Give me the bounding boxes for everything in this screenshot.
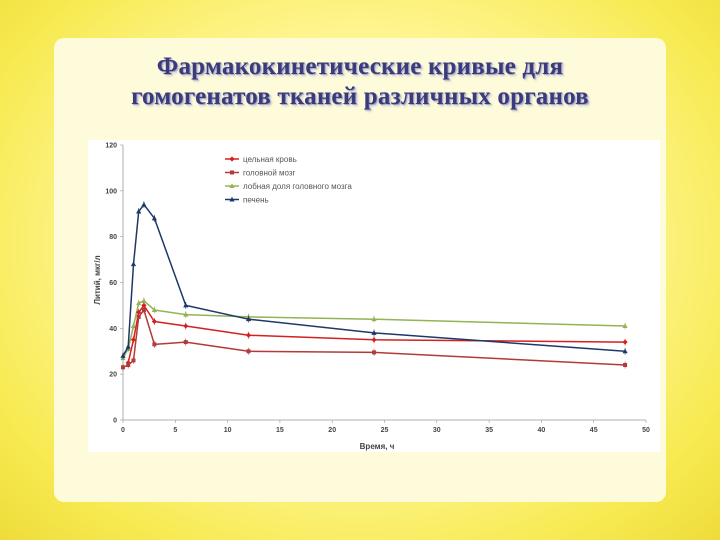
data-point	[622, 323, 628, 329]
data-point	[141, 298, 147, 303]
data-point	[245, 316, 252, 322]
x-tick-label: 10	[224, 427, 232, 434]
data-point	[245, 332, 252, 338]
x-tick-label: 0	[121, 427, 125, 434]
x-tick-label: 25	[381, 427, 389, 434]
data-point	[130, 323, 137, 329]
data-point	[126, 363, 131, 367]
y-tick-label: 0	[113, 418, 117, 425]
legend-label: лобная доля головного мозга	[243, 182, 352, 191]
legend-label: цельная кровь	[243, 155, 297, 164]
series-line	[122, 309, 626, 368]
series-line	[122, 203, 626, 357]
series-4	[120, 201, 628, 360]
x-tick-label: 20	[328, 427, 336, 434]
y-tick-label: 120	[105, 143, 117, 150]
data-point	[229, 156, 235, 162]
series-1	[125, 301, 628, 367]
x-tick-label: 5	[173, 427, 177, 434]
x-tick-label: 35	[485, 427, 493, 434]
legend-label: печень	[243, 196, 269, 205]
series-line	[122, 300, 626, 359]
data-point	[136, 300, 142, 306]
data-point	[622, 339, 628, 345]
data-point	[141, 201, 147, 207]
data-point	[136, 208, 142, 214]
data-point	[125, 343, 131, 349]
data-point	[183, 311, 189, 317]
y-tick-label: 20	[109, 372, 117, 379]
x-tick-label: 50	[642, 427, 650, 434]
pharmacokinetic-chart: 0 20 40 60 80 100 120 0 5 10 15 20 25 30 35 40 45 50 цел…	[93, 143, 650, 452]
data-point	[371, 316, 377, 322]
y-tick-label: 100	[105, 188, 117, 195]
data-point	[136, 314, 141, 319]
data-point	[120, 353, 126, 358]
data-point	[131, 358, 136, 363]
y-tick-label: 40	[109, 326, 117, 333]
data-point	[246, 349, 251, 354]
x-tick-label: 30	[433, 427, 441, 434]
data-point	[229, 196, 235, 202]
data-point	[152, 342, 157, 347]
data-point	[151, 215, 157, 221]
series-group	[120, 201, 628, 371]
data-point	[230, 170, 234, 175]
chart-area: 0 20 40 60 80 100 120 0 5 10 15 20 25 30 35 40 45 50 цел…	[88, 140, 660, 452]
x-tick-label: 45	[590, 427, 598, 434]
data-point	[623, 363, 628, 367]
data-point	[622, 348, 628, 354]
series-line	[127, 304, 626, 363]
legend-label: головной мозг	[243, 169, 296, 178]
data-point	[183, 323, 189, 329]
x-axis-label: Время, ч	[360, 442, 395, 451]
x-tick-label: 15	[276, 427, 284, 434]
data-point	[371, 330, 377, 335]
y-tick-label: 60	[109, 280, 117, 287]
y-tick-label: 80	[109, 234, 117, 241]
data-point	[130, 261, 137, 267]
slide-title: Фармакокинетические кривые для гомогенат…	[54, 52, 666, 112]
title-line-2: гомогенатов тканей различных органов	[131, 83, 589, 110]
x-tick-labels: 0 5 10 15 20 25 30 35 40 45 50	[121, 420, 650, 434]
data-point	[183, 340, 188, 345]
y-axis-label: Литий, мкг/л	[93, 255, 102, 304]
data-point	[371, 337, 377, 343]
series-2	[121, 306, 628, 371]
data-point	[151, 307, 157, 312]
data-point	[229, 183, 235, 188]
legend: цельная кровь головной мозг лобная доля го…	[225, 155, 352, 205]
data-point	[183, 302, 189, 308]
x-tick-label: 40	[538, 427, 546, 434]
y-tick-labels: 0 20 40 60 80 100 120	[105, 143, 123, 425]
data-point	[372, 350, 377, 355]
title-line-1: Фармакокинетические кривые для	[156, 53, 564, 80]
data-point	[121, 365, 125, 370]
data-point	[141, 308, 146, 312]
